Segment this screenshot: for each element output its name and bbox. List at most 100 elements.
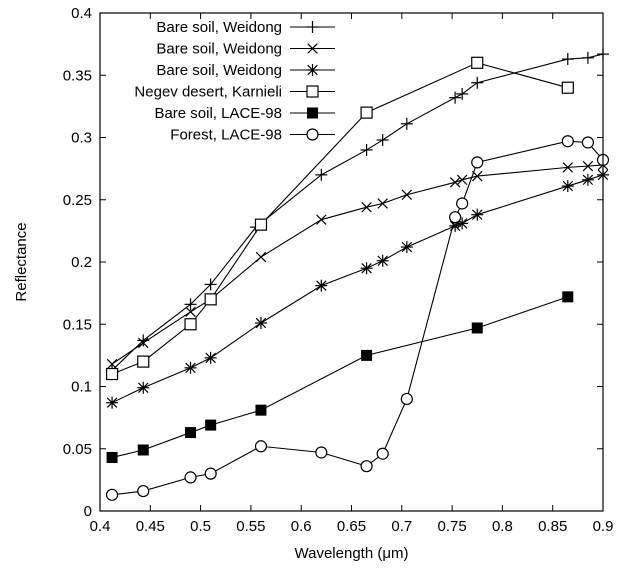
ast-b (562, 180, 574, 192)
series-layer (105, 48, 610, 501)
legend-marker (307, 43, 318, 54)
data-point (105, 488, 119, 501)
data-point (360, 262, 373, 275)
ast-b (361, 263, 372, 274)
legend-entry: Bare soil, Weidong (156, 62, 335, 79)
data-point (561, 53, 574, 66)
series-line (111, 62, 568, 375)
series-3 (106, 168, 609, 409)
legend-entry: Negev desert, Karnieli (134, 84, 335, 101)
ast-b (185, 362, 196, 374)
legend-label: Forest, LACE-98 (170, 127, 282, 144)
data-point (255, 251, 267, 263)
data-point (254, 317, 267, 330)
series-4 (105, 56, 574, 381)
data-point (315, 279, 328, 292)
series-line (111, 164, 604, 365)
series-5 (106, 291, 574, 463)
y-tick-label: 0.2 (71, 254, 92, 271)
data-point (106, 396, 119, 409)
legend: Bare soil, Weidong Bare soil, Weidong Bare… (134, 19, 335, 144)
data-point (361, 349, 373, 361)
ast-b (205, 352, 216, 364)
series-line (112, 140, 604, 496)
data-point (204, 278, 217, 291)
data-point (254, 218, 268, 231)
x-stroke-b (562, 162, 574, 173)
data-point (456, 174, 468, 186)
data-point (581, 136, 595, 149)
data-point (472, 170, 483, 182)
data-point (137, 484, 150, 498)
y-tick-label: 0.1 (71, 379, 92, 396)
x-stroke-b (316, 214, 327, 225)
data-point (581, 51, 594, 64)
y-tick-label: 0.15 (63, 316, 92, 333)
data-point (456, 87, 469, 100)
ast-b (582, 174, 594, 186)
data-point (360, 460, 373, 473)
ast-b (138, 382, 149, 393)
x-stroke-b (456, 174, 468, 186)
legend-label: Bare soil, Weidong (156, 41, 282, 58)
legend-label: Bare soil, Weidong (156, 19, 282, 36)
data-point (185, 427, 197, 439)
series-2 (106, 159, 609, 370)
data-point (582, 160, 594, 172)
data-point (184, 471, 197, 484)
data-point (471, 156, 484, 169)
x-tick-label: 0.9 (593, 518, 614, 535)
data-point (106, 358, 118, 370)
data-point (361, 201, 372, 213)
data-point (360, 143, 373, 156)
series-line (111, 296, 568, 458)
data-point (456, 197, 469, 210)
x-stroke-b (138, 337, 149, 349)
data-point (449, 177, 461, 188)
data-point (315, 446, 328, 459)
x-stroke-b (361, 201, 372, 213)
x-tick-label: 0.65 (337, 518, 366, 535)
data-point (255, 404, 267, 416)
data-point (456, 217, 469, 230)
ast-b (472, 209, 483, 220)
x-tick-label: 0.6 (291, 518, 312, 535)
data-point (561, 180, 574, 193)
x-stroke-b (449, 177, 461, 188)
data-point (316, 214, 327, 225)
data-point (471, 322, 483, 334)
legend-marker (306, 21, 319, 33)
data-point (400, 392, 413, 406)
data-point (137, 444, 149, 456)
y-tick-label: 0 (84, 503, 92, 520)
legend-marker (306, 85, 319, 98)
x-stroke-b (401, 189, 413, 200)
y-tick-label: 0.05 (63, 441, 92, 458)
x-tick-label: 0.7 (391, 518, 412, 535)
tick-layer: 0.4 0.45 0.5 0.55 0.6 0.65 0.7 0.75 0.8 0.85 0.900… (63, 5, 614, 535)
data-point (471, 76, 484, 89)
data-point (401, 189, 413, 200)
ast-b (401, 241, 413, 253)
x-stroke-b (185, 306, 196, 318)
legend-marker (306, 64, 319, 76)
y-tick-label: 0.3 (71, 130, 92, 147)
x-tick-label: 0.45 (136, 518, 165, 535)
x-tick-label: 0.85 (538, 518, 567, 535)
legend-entry: Bare soil, LACE-98 (154, 105, 335, 122)
x-tick-label: 0.5 (190, 518, 211, 535)
data-point (562, 162, 574, 173)
data-point (449, 211, 462, 224)
data-point (185, 306, 196, 318)
x-stroke-b (106, 358, 118, 370)
legend-entry: Bare soil, Weidong (156, 41, 335, 58)
x-tick-label: 0.75 (437, 518, 466, 535)
x-stroke-b (377, 198, 388, 209)
ast-b (456, 218, 468, 229)
y-axis-label: Reflectance (13, 222, 30, 301)
legend-entry: Forest, LACE-98 (170, 127, 335, 144)
legend-marker (306, 128, 319, 141)
y-tick-label: 0.35 (63, 67, 92, 84)
